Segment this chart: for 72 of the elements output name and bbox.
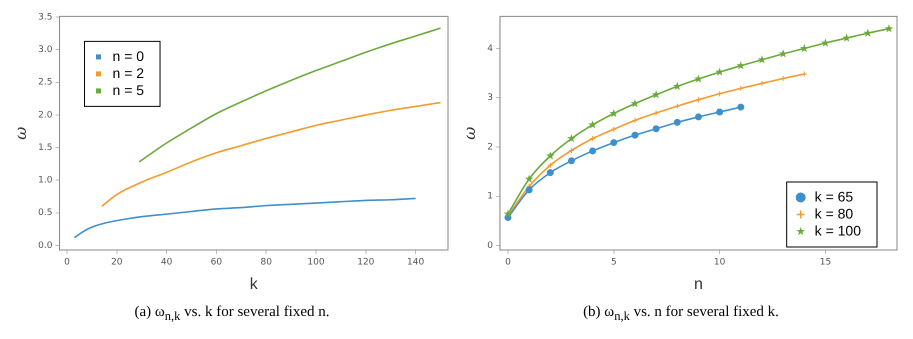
- y-tick-label: 2: [487, 142, 493, 152]
- legend-label: n = 0: [112, 48, 144, 64]
- x-tick-label: 100: [307, 258, 325, 268]
- x-axis-title: n: [694, 276, 703, 293]
- x-tick-label: 5: [610, 258, 617, 268]
- x-tick-label: 10: [714, 258, 726, 268]
- point: [589, 147, 596, 154]
- point: [738, 85, 744, 92]
- y-tick-label: 3.5: [38, 12, 53, 22]
- point: [610, 108, 618, 118]
- x-tick-label: 0: [505, 258, 512, 268]
- point: [630, 99, 640, 108]
- x-tick-label: 40: [160, 258, 173, 268]
- legend-label: n = 2: [112, 64, 144, 81]
- line-series: [74, 198, 416, 238]
- y-tick-label: 2.5: [38, 78, 53, 88]
- line-series: [101, 102, 442, 208]
- point: [546, 169, 554, 176]
- x-tick-label: 0: [64, 258, 70, 268]
- point: [695, 96, 702, 103]
- point: [568, 157, 575, 164]
- point: [590, 136, 596, 142]
- point: [716, 108, 724, 116]
- y-tick-label: 0.0: [38, 240, 53, 251]
- y-axis-title: ω: [460, 126, 479, 140]
- point: [546, 151, 555, 160]
- point: [588, 120, 597, 128]
- y-tick-label: 0.5: [38, 208, 53, 218]
- y-tick-label: 3.0: [38, 45, 53, 56]
- x-tick-label: 120: [357, 258, 375, 268]
- y-tick-label: 3: [487, 93, 493, 104]
- line-series: [138, 27, 442, 163]
- y-tick-label: 4: [487, 44, 494, 54]
- point: [652, 125, 660, 132]
- x-tick-label: 60: [210, 258, 222, 268]
- point: [737, 104, 744, 111]
- point: [694, 113, 702, 120]
- point: [610, 139, 618, 146]
- point: [758, 80, 765, 86]
- point: [526, 186, 533, 194]
- point: [884, 24, 894, 32]
- legend-label: k = 100: [814, 222, 862, 238]
- y-tick-label: 0: [487, 240, 494, 251]
- x-tick-label: 80: [260, 258, 272, 268]
- text: (b) ω$_{n,k}$ vs. n for several fixed k.: [582, 304, 780, 324]
- y-tick-label: 2.0: [38, 110, 53, 120]
- point: [632, 117, 638, 124]
- point: [716, 90, 723, 97]
- y-axis-title: ω: [10, 126, 30, 140]
- point: [652, 90, 660, 98]
- legend-label: k = 65: [814, 188, 854, 204]
- x-tick-label: 20: [111, 258, 123, 268]
- point: [674, 118, 681, 126]
- text: (a) ω$_{n,k}$ vs. k for several fixed n.: [133, 304, 331, 324]
- y-tick-label: 1: [487, 192, 493, 202]
- legend-label: k = 80: [814, 205, 854, 222]
- point: [567, 134, 576, 142]
- point: [610, 126, 617, 132]
- x-tick-label: 15: [820, 258, 832, 268]
- point: [524, 174, 534, 183]
- x-tick-label: 140: [407, 258, 424, 268]
- point: [631, 132, 638, 139]
- point: [842, 34, 851, 42]
- point: [504, 210, 512, 218]
- point: [864, 28, 872, 37]
- y-tick-label: 1.0: [38, 176, 53, 186]
- y-tick-label: 1.5: [38, 142, 53, 153]
- x-axis-title: k: [250, 276, 259, 293]
- point: [547, 162, 554, 168]
- point: [674, 103, 680, 110]
- point: [778, 49, 788, 58]
- legend-label: n = 5: [112, 82, 144, 98]
